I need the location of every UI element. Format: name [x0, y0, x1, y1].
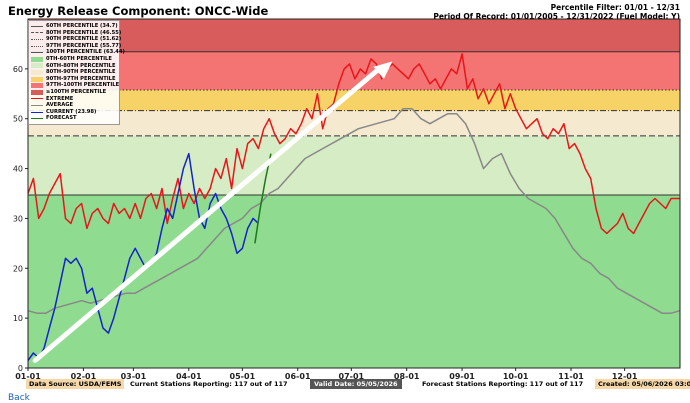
percentile-band — [28, 135, 680, 195]
legend-swatch — [31, 83, 43, 89]
legend-swatch — [31, 63, 43, 69]
legend-item: AVERAGE — [31, 102, 117, 109]
legend-label: 0TH-60TH PERCENTILE — [46, 55, 112, 62]
legend-label: 60TH PERCENTILE (34.7) — [46, 23, 118, 29]
legend-label: 97TH PERCENTILE (55.77) — [46, 42, 122, 49]
percentile-band — [28, 194, 680, 368]
legend-swatch — [31, 89, 43, 95]
y-tick-label: 40 — [13, 165, 23, 174]
legend-label: 80TH PERCENTILE (46.55) — [46, 29, 122, 36]
legend-item: CURRENT (23.98) — [31, 109, 117, 116]
legend-swatch — [31, 38, 43, 40]
axes: 0 10 20 30 40 50 60 01-01 02-01 03-01 04-01 05-01 06… — [13, 18, 681, 381]
legend-swatch — [31, 52, 43, 54]
y-tick-label: 50 — [13, 115, 23, 124]
period-of-record-text: Period Of Record: 01/01/2005 - 12/31/202… — [433, 12, 680, 21]
percentile-band — [28, 110, 680, 136]
chart-title: Energy Release Component: ONCC-Wide — [8, 4, 269, 18]
y-tick-label: 0 — [18, 364, 23, 373]
legend-swatch — [31, 25, 43, 27]
legend-item: 60TH-80TH PERCENTILE — [31, 63, 117, 70]
created-badge: Created: 05/06/2026 03:00 MDT — [595, 379, 690, 389]
legend-item: 100TH PERCENTILE (63.44) — [31, 49, 125, 56]
legend-label: EXTREME — [46, 95, 74, 102]
legend-item: 90TH PERCENTILE (51.62) — [31, 36, 121, 43]
back-link[interactable]: Back — [8, 393, 30, 403]
legend-item: 80TH-90TH PERCENTILE — [31, 69, 117, 76]
legend-label: FORECAST — [46, 115, 77, 122]
trend-arrow-group — [32, 61, 393, 364]
y-tick-label: 30 — [13, 214, 23, 223]
plot-frame — [27, 18, 681, 369]
legend-swatch — [31, 104, 43, 106]
y-tick-label: 20 — [13, 264, 23, 273]
y-tick-label: 60 — [13, 65, 23, 74]
y-tick-label: 10 — [13, 314, 23, 323]
x-tick-label: 02-01 — [71, 372, 97, 381]
x-tick-label: 04-01 — [176, 372, 202, 381]
legend-item: EXTREME — [31, 96, 117, 103]
series-line-extreme — [27, 53, 680, 235]
legend-swatch — [31, 118, 43, 120]
percentile-band — [28, 89, 680, 111]
legend-swatch — [31, 111, 43, 113]
legend-label: 100TH PERCENTILE (63.44) — [46, 49, 125, 56]
legend-swatch — [31, 45, 43, 47]
x-tick-label: 10-01 — [503, 372, 529, 381]
x-tick-label: 09-01 — [449, 372, 475, 381]
legend-swatch — [31, 76, 43, 82]
chart-filter-info: Percentile Filter: 01/01 - 12/31 Period … — [433, 3, 680, 21]
legend-label: AVERAGE — [46, 102, 74, 109]
x-tick-label: 07-01 — [339, 372, 365, 381]
valid-date-badge: Valid Date: 05/05/2026 — [310, 379, 402, 389]
x-tick-label: 05-01 — [230, 372, 256, 381]
legend-label: 90TH PERCENTILE (51.62) — [46, 36, 122, 43]
legend-label: CURRENT (23.98) — [46, 108, 97, 115]
x-tick-label: 06-01 — [285, 372, 311, 381]
series-line-average — [27, 107, 681, 314]
x-tick-label: 03-01 — [121, 372, 147, 381]
legend-item: ≥100TH PERCENTILE — [31, 89, 117, 96]
x-tick-label: 01-01 — [15, 372, 41, 381]
percentile-band — [28, 19, 680, 52]
x-tick-label: 11-01 — [558, 372, 584, 381]
trend-arrow-shaft — [32, 66, 381, 364]
legend-item: 60TH PERCENTILE (34.7) — [31, 23, 118, 30]
x-tick-label: 12-01 — [612, 372, 638, 381]
legend-label: 80TH-90TH PERCENTILE — [46, 69, 116, 76]
legend-label: 90TH-97TH PERCENTILE — [46, 75, 116, 82]
legend-swatch — [31, 69, 43, 75]
legend-swatch — [31, 98, 43, 100]
legend-swatch — [31, 32, 43, 34]
legend-swatch — [31, 56, 43, 62]
legend-item: 90TH-97TH PERCENTILE — [31, 76, 117, 83]
legend-label: ≥100TH PERCENTILE — [46, 88, 107, 95]
legend-label: 60TH-80TH PERCENTILE — [46, 62, 116, 69]
legend-item: 97TH PERCENTILE (55.77) — [31, 43, 121, 50]
legend-item: 0TH-60TH PERCENTILE — [31, 56, 117, 63]
data-source-badge: Data Source: USDA/FEMS — [26, 379, 125, 389]
forecast-stations-text: Forecast Stations Reporting: 117 out of … — [422, 380, 584, 388]
percentile-bands — [28, 19, 680, 368]
legend-item: FORECAST — [31, 115, 117, 122]
percentile-band — [28, 51, 680, 90]
legend: 60TH PERCENTILE (34.7) 80TH PERCENTILE (4… — [28, 20, 125, 125]
percentile-filter-text: Percentile Filter: 01/01 - 12/31 — [550, 3, 680, 12]
current-stations-text: Current Stations Reporting: 117 out of 1… — [130, 380, 288, 388]
legend-item: 80TH PERCENTILE (46.55) — [31, 30, 121, 37]
x-tick-label: 08-01 — [394, 372, 420, 381]
legend-item: 97TH-100TH PERCENTILE — [31, 82, 120, 89]
trend-arrow-head — [373, 61, 393, 80]
legend-label: 97TH-100TH PERCENTILE — [46, 82, 120, 89]
